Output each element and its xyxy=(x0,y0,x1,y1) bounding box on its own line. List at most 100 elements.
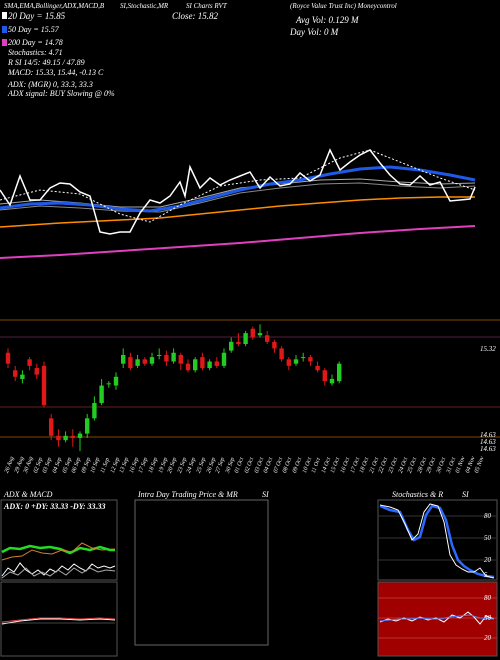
candle-body xyxy=(265,335,270,342)
sma50-swatch xyxy=(2,26,7,33)
candle-body xyxy=(315,365,320,371)
price-label-top: 15.32 xyxy=(480,345,496,353)
sma50-line xyxy=(0,165,476,213)
stoch-panel-title2: SI xyxy=(462,490,469,499)
rsi-axis-20: 20 xyxy=(484,634,491,642)
price-label-1: 14.63 xyxy=(480,431,496,439)
candle-body xyxy=(20,374,25,379)
candle-body xyxy=(106,383,111,385)
adx-panel xyxy=(0,499,118,581)
stoch-panel xyxy=(377,499,498,581)
candle-body xyxy=(13,370,18,377)
candle-body xyxy=(243,333,248,345)
candles-group xyxy=(5,324,342,452)
adx-green-line xyxy=(1,544,115,555)
candle-body xyxy=(185,363,191,371)
candle-body xyxy=(157,354,162,356)
rsi-label: R SI 14/5: 49.15 / 47.89 xyxy=(8,58,85,67)
candle-body xyxy=(41,365,47,406)
sma200-label: 200 Day = 14.78 xyxy=(8,38,63,47)
candle-body xyxy=(34,368,39,375)
candle-body xyxy=(221,352,227,366)
stoch-label: Stochastics: 4.71 xyxy=(8,48,63,57)
sma20-line xyxy=(0,148,476,235)
candle-body xyxy=(337,363,342,382)
candle-body xyxy=(113,376,119,386)
candle-body xyxy=(121,354,126,364)
candle-body xyxy=(193,359,198,371)
candle-body xyxy=(301,357,306,359)
candle-body xyxy=(92,403,97,419)
candle-body xyxy=(149,357,155,364)
candle-body xyxy=(229,341,234,351)
candle-body xyxy=(293,359,299,364)
candle-body xyxy=(329,378,335,384)
rsi-axis-80: 80 xyxy=(484,594,491,602)
candle-body xyxy=(27,359,32,366)
sma200-swatch xyxy=(2,39,7,46)
candle-body xyxy=(70,435,75,438)
stoch-axis-5: 5 xyxy=(484,571,488,579)
stoch-axis-20: 20 xyxy=(484,556,491,564)
candle-body xyxy=(56,435,61,441)
stoch-axis-80: 80 xyxy=(484,512,491,520)
stoch-panel-title: Stochastics & R xyxy=(392,490,444,499)
rsi-axis-50: 50 xyxy=(484,614,491,622)
candle-body xyxy=(308,357,313,362)
candle-body xyxy=(77,433,83,438)
pink-ema-line xyxy=(0,225,476,259)
adx-label: ADX: (MGR) 0, 33.3, 33.3 xyxy=(8,80,93,89)
candle-body xyxy=(99,385,104,404)
price-label-3: 14.63 xyxy=(480,445,496,453)
header-line1b: SI,Stochastic,MR xyxy=(120,2,169,10)
rsi-blue-line xyxy=(379,614,495,622)
macd-label: MACD: 15.33, 15.44, -0.13 C xyxy=(8,68,104,77)
candle-body xyxy=(63,435,68,441)
macd-white-line xyxy=(1,618,116,625)
candle-body xyxy=(200,357,205,369)
sma20-label: 20 Day = 15.85 xyxy=(8,11,66,21)
candle-body xyxy=(322,370,327,382)
stoch-white-line xyxy=(379,503,495,579)
price-label-2: 14.63 xyxy=(480,438,496,446)
candle-body xyxy=(272,341,277,349)
header-line1c: SI Charts RVT xyxy=(186,2,227,10)
candle-body xyxy=(142,359,147,364)
candle-body xyxy=(5,352,11,364)
orange-sma-line xyxy=(0,196,475,228)
header-line1: SMA,EMA,Bollinger,ADX,MACD,B xyxy=(4,2,105,10)
day-vol-label: Day Vol: 0 M xyxy=(290,27,339,37)
candle-body xyxy=(85,418,90,434)
adx-white-line xyxy=(1,562,116,577)
mrsi-panel-title2: SI xyxy=(262,490,269,499)
intraday-panel xyxy=(134,499,269,646)
avg-vol-label: Avg Vol: 0.129 M xyxy=(296,15,359,25)
candle-body xyxy=(279,348,284,360)
candle-body xyxy=(49,418,54,436)
candle-body xyxy=(250,328,255,338)
candle-body xyxy=(214,361,219,366)
candle-body xyxy=(178,354,183,364)
close-label: Close: 15.82 xyxy=(172,11,218,21)
sma50-label: 50 Day = 15.57 xyxy=(8,25,59,34)
candle-body xyxy=(164,354,169,362)
header-line1d: (Royce Value Trust Inc) Moneycontrol xyxy=(290,2,397,10)
candle-body xyxy=(207,361,212,369)
sma20-dotted-line xyxy=(0,149,476,223)
adx-readout: ADX: 0 +DY: 33.33 -DY: 33.33 xyxy=(4,502,106,511)
candle-body xyxy=(135,359,140,366)
mrsi-panel-title: Intra Day Trading Price & MR xyxy=(138,490,238,499)
adx-gray-line xyxy=(1,567,116,579)
adx-signal-label: ADX signal: BUY Slowing @ 0% xyxy=(8,89,115,98)
candle-body xyxy=(257,333,263,336)
adx-orange-line xyxy=(1,542,116,561)
sma20-swatch xyxy=(2,12,7,19)
macd-red-line xyxy=(1,617,116,623)
candle-body xyxy=(236,341,241,345)
candle-body xyxy=(286,359,291,366)
adx-panel-title: ADX & MACD xyxy=(4,490,53,499)
stoch-axis-50: 50 xyxy=(484,534,491,542)
candle-body xyxy=(171,352,176,362)
